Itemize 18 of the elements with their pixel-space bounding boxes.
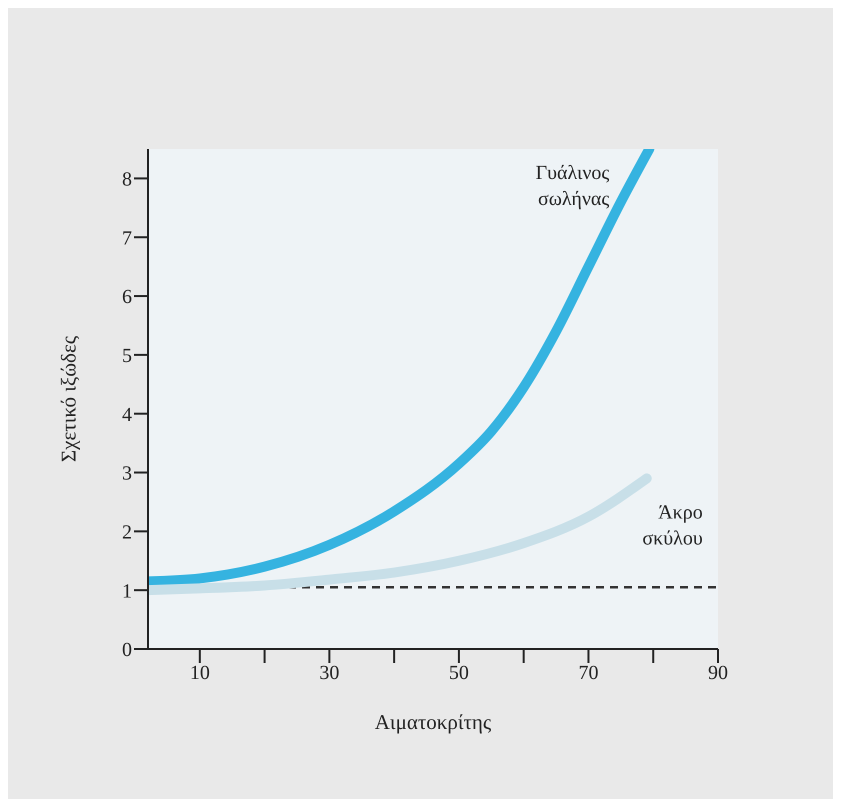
x-tick-label: 70 [578, 662, 598, 684]
y-tick-label: 7 [122, 227, 132, 250]
x-tick-label: 90 [708, 662, 728, 684]
series-label: Γυάλινος σωλήνας [536, 162, 610, 210]
y-tick-label: 2 [122, 521, 132, 544]
y-tick-label: 1 [122, 580, 132, 602]
x-axis-title: Αιματοκρίτης [374, 710, 492, 734]
y-tick-label: 4 [122, 404, 132, 426]
x-tick-label: 30 [319, 662, 340, 684]
y-tick-label: 8 [122, 168, 132, 191]
x-tick-label: 10 [190, 662, 210, 684]
y-tick-label: 6 [122, 286, 132, 308]
y-tick-label: 0 [122, 639, 132, 662]
series-label: Άκρο σκύλου [642, 501, 703, 550]
y-axis-title: Σχετικό ιξώδες [56, 335, 80, 462]
y-tick-label: 5 [122, 344, 132, 367]
x-tick-label: 50 [448, 662, 469, 684]
y-tick-label: 3 [122, 462, 132, 485]
